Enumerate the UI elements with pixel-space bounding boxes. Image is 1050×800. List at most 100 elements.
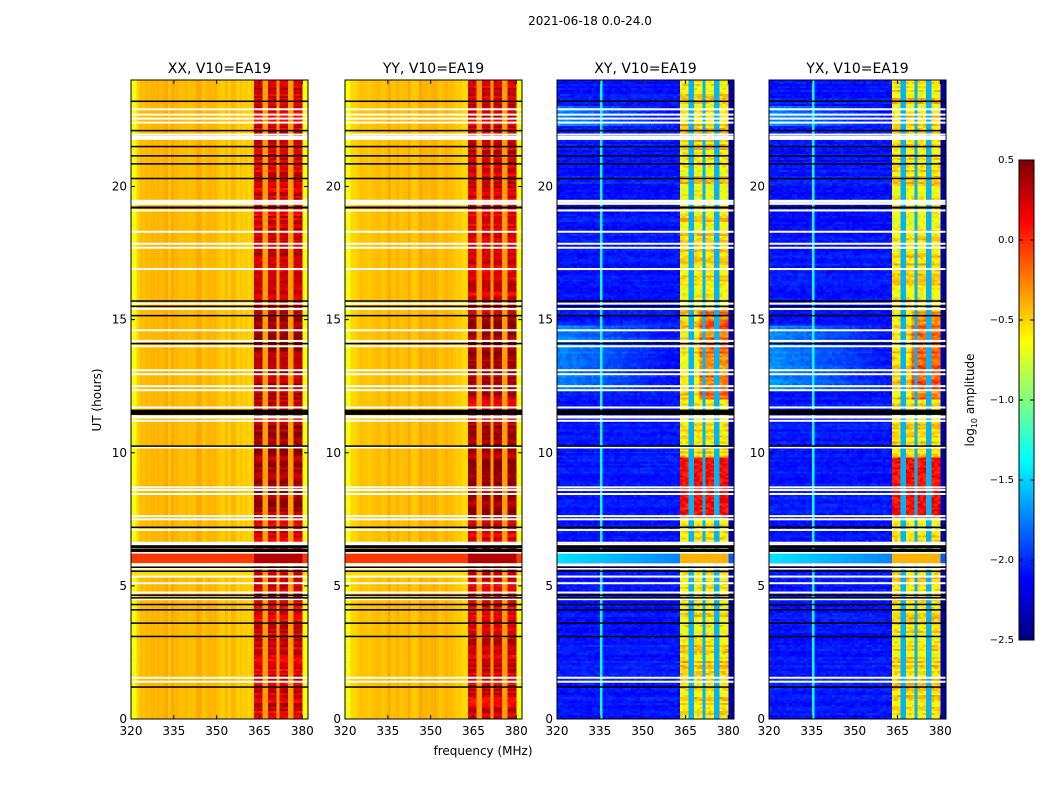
y-tick-label: 10 bbox=[326, 446, 341, 460]
flagged-block-white bbox=[769, 563, 946, 567]
flagged-row-white bbox=[345, 406, 522, 409]
flagged-row-white bbox=[345, 121, 522, 124]
flagged-block-white bbox=[345, 135, 522, 140]
flagged-row-white bbox=[769, 446, 946, 449]
x-tick-label: 350 bbox=[631, 724, 654, 738]
flagged-row-white bbox=[557, 108, 734, 111]
y-tick-label: 15 bbox=[538, 313, 553, 327]
flagged-row-black bbox=[131, 526, 308, 529]
flagged-row-white bbox=[131, 515, 308, 518]
flagged-row-white bbox=[345, 567, 522, 570]
axes-frame bbox=[130, 79, 309, 720]
colorbar-tick-label: −1.5 bbox=[990, 475, 1014, 486]
flagged-row-black bbox=[131, 545, 308, 547]
flagged-row-black bbox=[131, 305, 308, 308]
x-tick-label: 335 bbox=[800, 724, 823, 738]
flagged-row-white bbox=[131, 307, 308, 310]
flagged-row-white bbox=[557, 385, 734, 388]
y-tick-label: 0 bbox=[757, 712, 765, 726]
flagged-row-white bbox=[769, 486, 946, 489]
flagged-row-black bbox=[557, 145, 734, 148]
flagged-row-white bbox=[769, 108, 946, 111]
flagged-block-white bbox=[131, 135, 308, 140]
flagged-row-white bbox=[557, 567, 734, 570]
flagged-row-white bbox=[557, 113, 734, 116]
flagged-row-white bbox=[131, 543, 308, 546]
flagged-block-white bbox=[131, 199, 308, 203]
flagged-block-white bbox=[131, 415, 308, 419]
colorbar-label: log10 amplitude bbox=[963, 354, 979, 447]
flagged-row-black bbox=[557, 526, 734, 529]
flagged-row-black bbox=[769, 609, 946, 611]
flagged-block-white bbox=[557, 415, 734, 419]
heatmap-image bbox=[345, 80, 522, 719]
flagged-row-white bbox=[769, 242, 946, 245]
heatmap-image bbox=[131, 80, 308, 719]
flagged-row-white bbox=[345, 268, 522, 271]
flagged-row-white bbox=[345, 591, 522, 594]
y-tick-label: 15 bbox=[326, 313, 341, 327]
x-tick-label: 380 bbox=[291, 724, 314, 738]
flagged-block-white bbox=[769, 135, 946, 140]
flagged-row-black bbox=[557, 546, 734, 549]
panel-title: XY, V10=EA19 bbox=[594, 61, 696, 77]
flagged-row-white bbox=[557, 302, 734, 305]
flagged-row-white bbox=[345, 307, 522, 310]
x-tick-label: 365 bbox=[674, 724, 697, 738]
flagged-block-black bbox=[131, 548, 308, 552]
x-tick-label: 380 bbox=[929, 724, 952, 738]
flagged-row-black bbox=[345, 603, 522, 606]
flagged-row-white bbox=[131, 676, 308, 679]
flagged-row-black bbox=[345, 609, 522, 611]
flagged-row-white bbox=[345, 230, 522, 233]
flagged-row-black bbox=[131, 206, 308, 209]
flagged-row-black bbox=[557, 305, 734, 308]
flagged-row-black bbox=[345, 546, 522, 549]
flagged-row-white bbox=[345, 385, 522, 388]
flagged-row-black bbox=[131, 635, 308, 638]
flagged-row-white bbox=[131, 121, 308, 124]
colorbar-tick-label: 0.0 bbox=[998, 235, 1014, 246]
flagged-row-black bbox=[345, 163, 522, 165]
flagged-row-white bbox=[345, 486, 522, 489]
flagged-row-black bbox=[345, 305, 522, 308]
heatmap-image bbox=[769, 80, 946, 719]
flagged-row-white bbox=[345, 676, 522, 679]
flagged-row-white bbox=[131, 406, 308, 409]
flagged-row-white bbox=[769, 268, 946, 271]
flagged-row-black bbox=[769, 603, 946, 606]
flagged-row-white bbox=[345, 541, 522, 544]
figure-title: 2021-06-18 0.0-24.0 bbox=[528, 14, 652, 28]
flagged-row-white bbox=[131, 518, 308, 521]
y-tick-label: 20 bbox=[326, 180, 341, 194]
flagged-row-white bbox=[769, 528, 946, 531]
flagged-row-black bbox=[345, 206, 522, 209]
flagged-row-black bbox=[557, 597, 734, 599]
flagged-block-black bbox=[345, 409, 522, 415]
flagged-row-black bbox=[345, 177, 522, 180]
flagged-row-white bbox=[769, 389, 946, 392]
y-tick-label: 5 bbox=[119, 579, 127, 593]
flagged-row-black bbox=[769, 597, 946, 599]
y-tick-label: 0 bbox=[333, 712, 341, 726]
flagged-row-white bbox=[131, 345, 308, 348]
flagged-row-white bbox=[557, 575, 734, 578]
flagged-block-black bbox=[131, 409, 308, 415]
x-tick-label: 380 bbox=[505, 724, 528, 738]
flagged-row-black bbox=[557, 177, 734, 180]
flagged-row-white bbox=[131, 582, 308, 585]
colorbar-tick-label: −0.5 bbox=[990, 315, 1014, 326]
flagged-row-white bbox=[131, 246, 308, 249]
x-tick-label: 335 bbox=[162, 724, 185, 738]
flagged-row-black bbox=[345, 594, 522, 596]
panel-title: YY, V10=EA19 bbox=[382, 61, 484, 77]
flagged-row-white bbox=[131, 419, 308, 422]
flagged-row-white bbox=[557, 598, 734, 601]
flagged-row-white bbox=[557, 676, 734, 679]
flagged-block-white bbox=[557, 199, 734, 203]
flagged-row-black bbox=[345, 342, 522, 345]
flagged-row-white bbox=[131, 489, 308, 492]
flagged-row-white bbox=[557, 339, 734, 342]
flagged-block-white bbox=[345, 199, 522, 203]
flagged-row-white bbox=[557, 389, 734, 392]
